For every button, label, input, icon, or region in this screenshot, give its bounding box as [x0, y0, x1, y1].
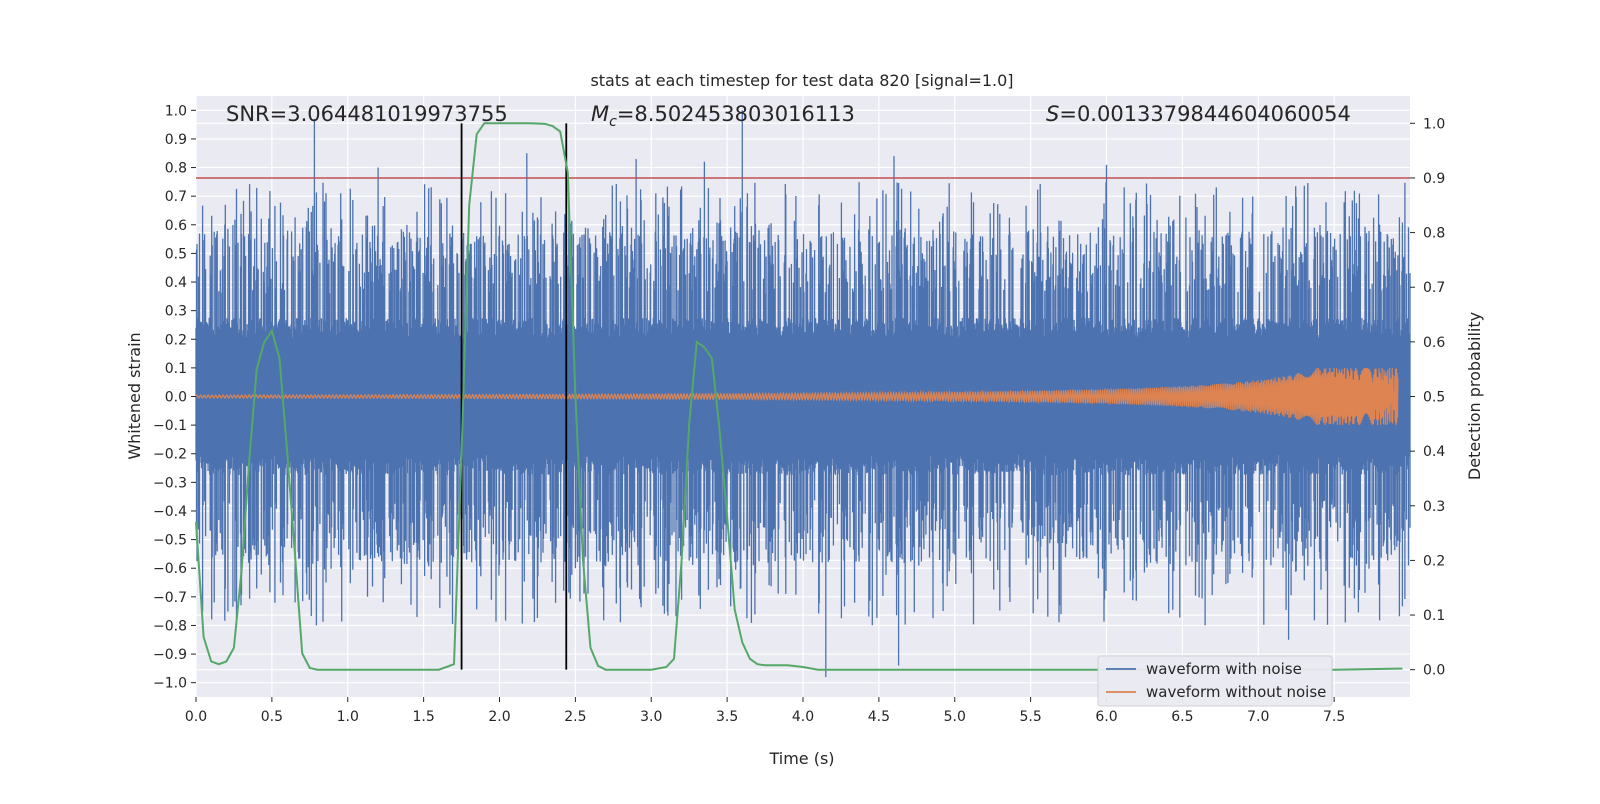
y-tick-label-15: −0.5 [153, 533, 187, 549]
x-axis-label: Time (s) [768, 749, 834, 768]
snr-annotation: SNR=3.064481019973755 [226, 102, 508, 126]
legend-label-noisy: waveform with noise [1146, 660, 1302, 678]
legend-label-clean: waveform without noise [1146, 683, 1326, 701]
chart-title: stats at each timestep for test data 820… [590, 71, 1013, 90]
y2-tick-label-4: 0.6 [1423, 335, 1445, 351]
y2-tick-label-1: 0.9 [1423, 171, 1445, 187]
x-tick-label-6: 3.0 [640, 709, 662, 725]
mc-annotation: Mc=8.502453803016113 [591, 102, 855, 130]
clean-waveform-series [195, 367, 1399, 426]
y-axis-label: Whitened strain [125, 332, 144, 459]
x-tick-label-2: 1.0 [337, 709, 359, 725]
x-tick-label-14: 7.0 [1247, 709, 1269, 725]
x-tick-label-10: 5.0 [944, 709, 966, 725]
y-tick-label-0: 1.0 [165, 103, 187, 119]
x-tick-label-15: 7.5 [1323, 709, 1345, 725]
y2-tick-label-2: 0.8 [1423, 226, 1445, 242]
mc-value: =8.502453803016113 [617, 102, 855, 126]
y-tick-label-16: −0.6 [153, 561, 187, 577]
y-tick-label-5: 0.5 [165, 246, 187, 262]
y-tick-label-12: −0.2 [153, 447, 187, 463]
y-tick-label-19: −0.9 [153, 647, 187, 663]
y-tick-label-2: 0.8 [165, 161, 187, 177]
s-value: =0.0013379844604060054 [1059, 102, 1351, 126]
s-annotation: S=0.0013379844604060054 [1046, 102, 1351, 126]
y2-tick-label-0: 1.0 [1423, 116, 1445, 132]
y2-tick-label-3: 0.7 [1423, 280, 1445, 296]
x-tick-label-11: 5.5 [1019, 709, 1041, 725]
x-tick-label-1: 0.5 [261, 709, 283, 725]
y-tick-label-9: 0.1 [165, 361, 187, 377]
x-tick-label-13: 6.5 [1171, 709, 1193, 725]
y2-tick-label-8: 0.2 [1423, 553, 1445, 569]
x-tick-label-0: 0.0 [185, 709, 207, 725]
y-tick-label-14: −0.4 [153, 504, 187, 520]
y2-tick-label-5: 0.5 [1423, 390, 1445, 406]
detection-probability-series [195, 122, 1403, 671]
y-tick-label-4: 0.6 [165, 218, 187, 234]
legend-box [1097, 655, 1333, 707]
y-tick-label-18: −0.8 [153, 618, 187, 634]
mc-symbol: M [591, 102, 609, 126]
y-tick-label-3: 0.7 [165, 189, 187, 205]
x-tick-label-7: 3.5 [716, 709, 738, 725]
y2-axis-label: Detection probability [1465, 312, 1484, 480]
y-tick-label-17: −0.7 [153, 590, 187, 606]
s-symbol: S [1046, 102, 1059, 126]
y-tick-label-11: −0.1 [153, 418, 187, 434]
y2-tick-label-6: 0.4 [1423, 444, 1445, 460]
y2-tick-label-9: 0.1 [1423, 608, 1445, 624]
x-tick-label-5: 2.5 [564, 709, 586, 725]
y-tick-label-20: −1.0 [153, 676, 187, 692]
y-tick-label-7: 0.3 [165, 304, 187, 320]
mc-subscript: c [609, 114, 617, 130]
x-tick-label-4: 2.0 [488, 709, 510, 725]
y-tick-label-10: 0.0 [165, 390, 187, 406]
y-tick-label-8: 0.2 [165, 332, 187, 348]
x-tick-label-12: 6.0 [1095, 709, 1117, 725]
x-tick-label-8: 4.0 [792, 709, 814, 725]
y-tick-label-1: 0.9 [165, 132, 187, 148]
y-tick-label-6: 0.4 [165, 275, 187, 291]
y-tick-label-13: −0.3 [153, 475, 187, 491]
y2-tick-label-7: 0.3 [1423, 499, 1445, 515]
legend: waveform with noise waveform without nois… [1097, 655, 1333, 707]
x-tick-label-9: 4.5 [868, 709, 890, 725]
x-tick-label-3: 1.5 [412, 709, 434, 725]
y2-tick-label-10: 0.0 [1423, 663, 1445, 679]
